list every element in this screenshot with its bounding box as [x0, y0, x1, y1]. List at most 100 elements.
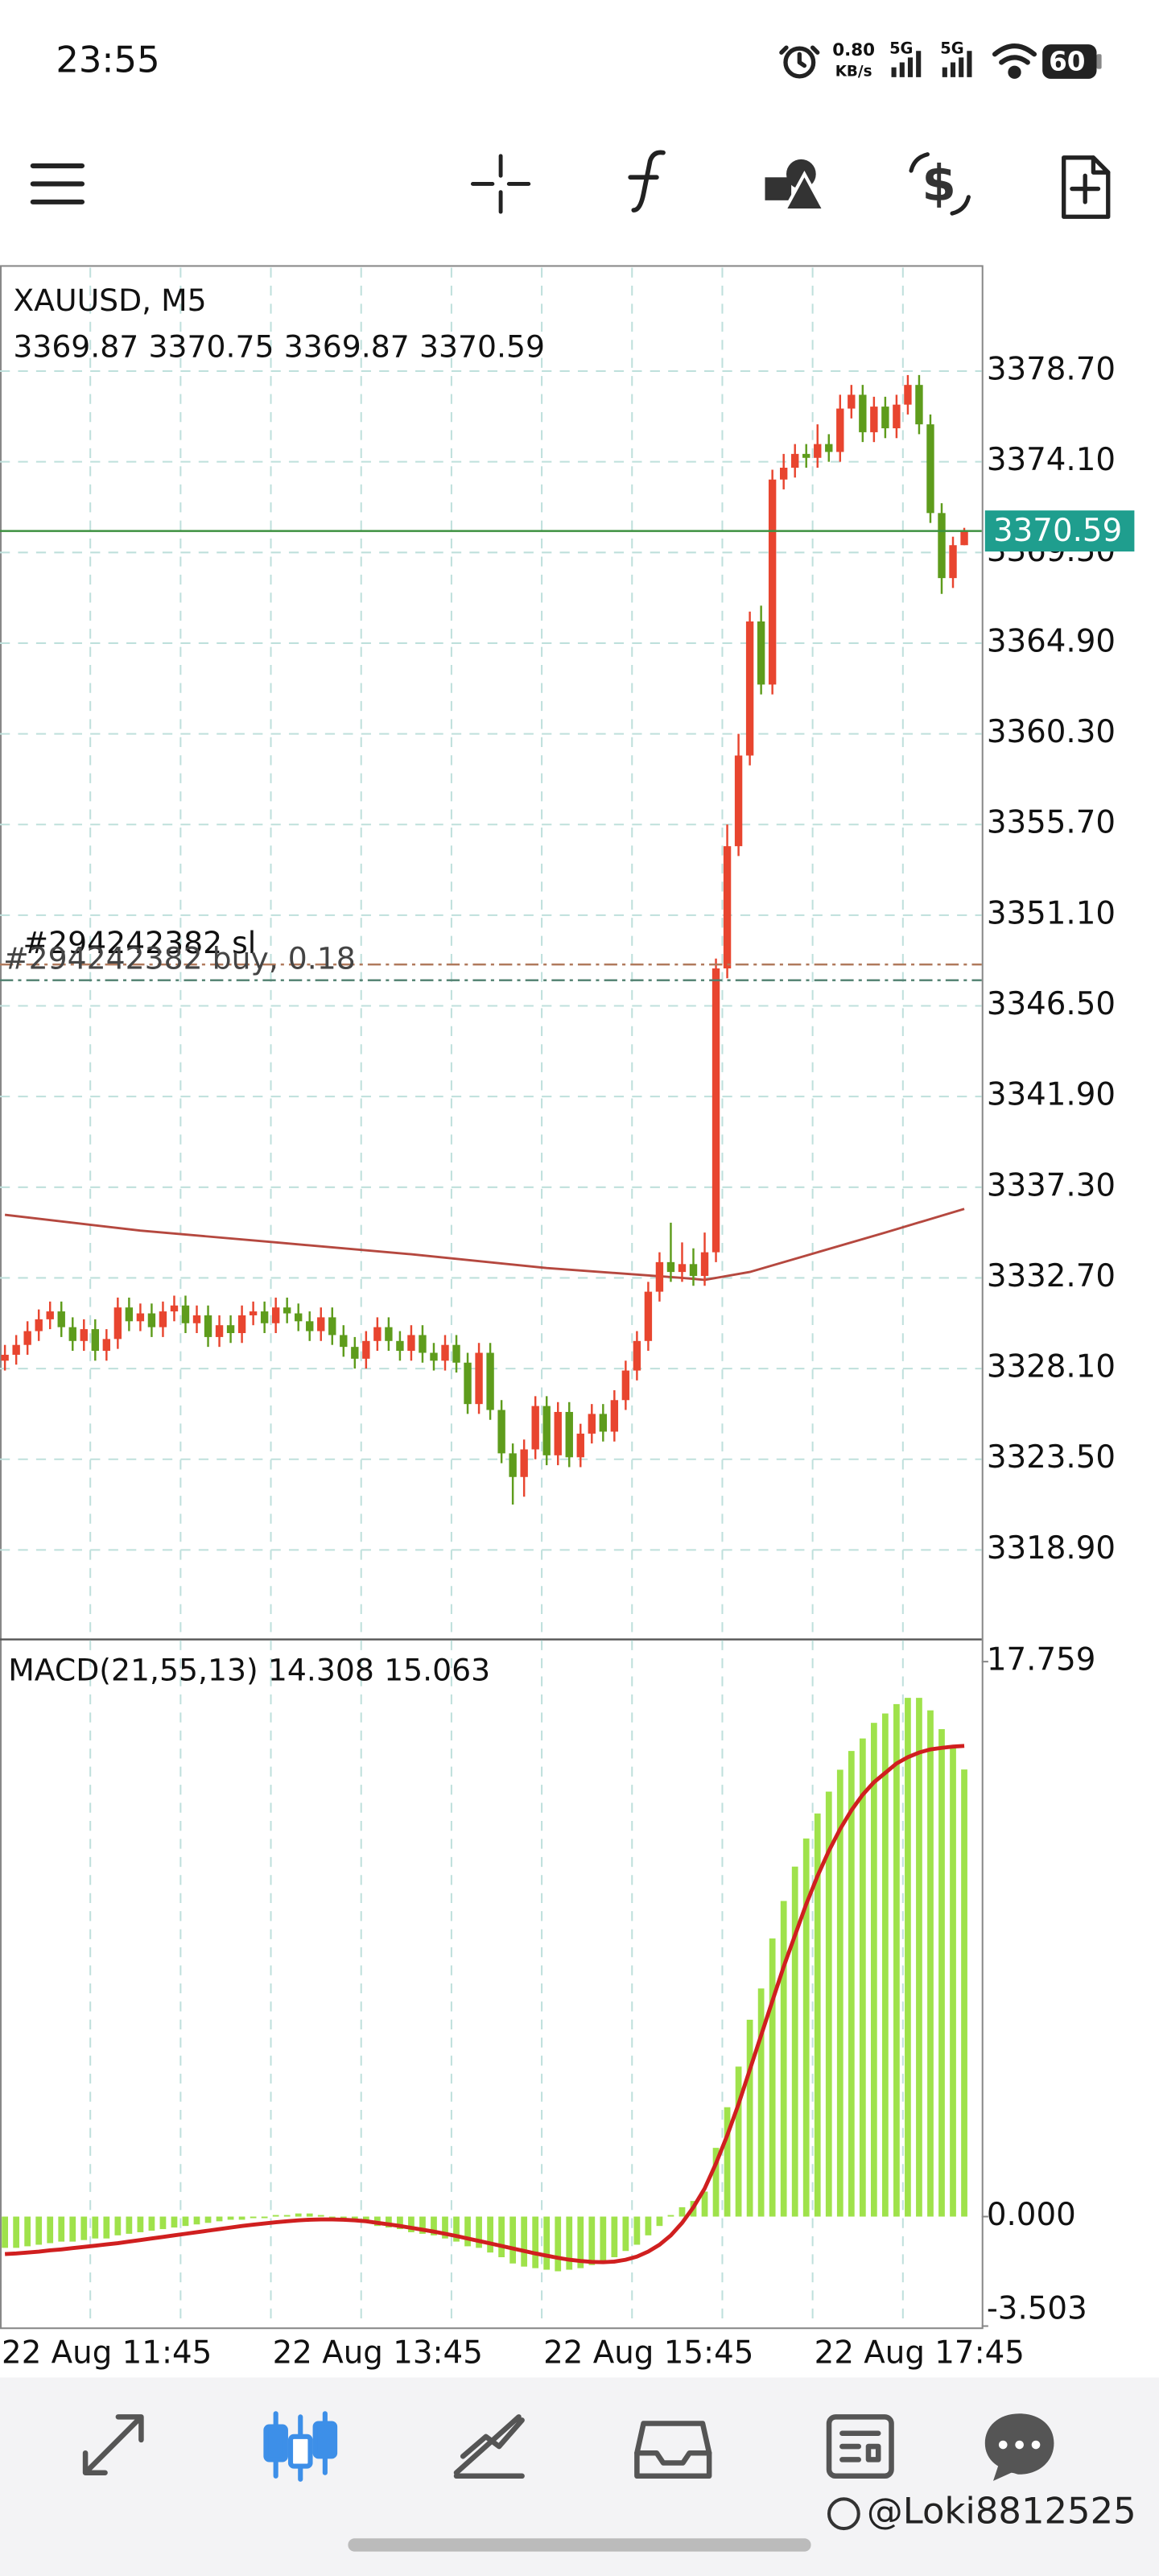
candle-body: [633, 1340, 641, 1371]
ohlc-value: 3369.87: [284, 328, 410, 364]
histogram-bar: [261, 2216, 268, 2219]
candle-body: [91, 1329, 99, 1352]
candle-body: [464, 1362, 472, 1405]
wifi-icon: [992, 43, 1037, 79]
macd-title: MACD(21,55,13): [8, 1652, 258, 1687]
candle-body: [904, 385, 912, 405]
histogram-bar: [757, 1988, 765, 2217]
crosshair-button[interactable]: [470, 154, 531, 214]
objects-button[interactable]: [765, 159, 827, 213]
candle-body: [306, 1321, 314, 1331]
candle-body: [35, 1319, 43, 1331]
candle-body: [848, 394, 856, 409]
histogram-bar: [961, 1769, 967, 2217]
histogram-bar: [58, 2216, 65, 2242]
candle-body: [588, 1414, 596, 1434]
histogram-bar: [69, 2216, 76, 2242]
histogram-bar: [238, 2216, 245, 2220]
watermark-text: @Loki8812525: [867, 2490, 1136, 2533]
candle-body: [734, 755, 743, 847]
histogram-bar: [148, 2216, 155, 2231]
histogram-bar: [80, 2216, 88, 2240]
histogram-bar: [916, 1698, 922, 2217]
candle-body: [836, 408, 844, 452]
x-tick-label: 22 Aug 11:45: [2, 2334, 212, 2371]
y-tick-label: 3374.10: [987, 442, 1116, 478]
histogram-bar: [47, 2216, 54, 2244]
trade-button[interactable]: $: [909, 152, 971, 216]
y-tick-label: 3346.50: [987, 986, 1116, 1022]
quotes-tab[interactable]: [82, 2414, 144, 2475]
histogram-bar: [386, 2216, 392, 2228]
histogram-bar: [13, 2216, 20, 2248]
histogram-bar: [453, 2216, 460, 2242]
history-tab[interactable]: [634, 2421, 712, 2479]
candle-body: [295, 1313, 303, 1322]
candle-body: [192, 1315, 201, 1323]
new-order-button[interactable]: [1062, 155, 1111, 219]
histogram-bar: [442, 2216, 448, 2239]
price-label: 3370.59: [993, 513, 1122, 549]
histogram-bar: [780, 1901, 787, 2217]
signal-line: [4, 1744, 965, 2264]
histogram-bar: [103, 2216, 110, 2239]
histogram-bar: [92, 2216, 99, 2239]
alarm-icon: [779, 45, 820, 79]
signal-icon: [942, 51, 972, 77]
chat-tab[interactable]: [984, 2413, 1054, 2481]
histogram-bar: [126, 2216, 133, 2234]
histogram-bar: [137, 2216, 144, 2232]
histogram-bar: [791, 1866, 798, 2217]
indicators-button[interactable]: [628, 150, 666, 213]
candle-body: [825, 444, 833, 452]
macd-value: 14.308: [268, 1652, 374, 1687]
histogram-bar: [216, 2216, 223, 2222]
menu-button[interactable]: [30, 163, 85, 204]
histogram-bar: [905, 1698, 911, 2217]
order-label: #294242382 sl: [23, 925, 257, 960]
y-tick-label: 3332.70: [987, 1258, 1116, 1294]
trade-tab[interactable]: [453, 2414, 525, 2479]
histogram-bar: [182, 2216, 189, 2227]
candle-body: [768, 479, 777, 685]
news-tab[interactable]: [826, 2414, 894, 2479]
y-tick-label: 0.000: [987, 2197, 1076, 2233]
histogram-bar: [2, 2216, 8, 2248]
candle-body: [814, 444, 822, 458]
histogram-bar: [633, 2216, 641, 2245]
y-tick-label: 3323.50: [987, 1439, 1116, 1476]
histogram-bar: [859, 1738, 866, 2217]
sim-label: 5G: [889, 39, 913, 58]
histogram-bar: [397, 2216, 403, 2230]
candle-body: [215, 1325, 224, 1337]
home-indicator: [348, 2538, 811, 2552]
candle-body: [226, 1325, 235, 1334]
candle-body: [170, 1305, 179, 1312]
watermark: @Loki8812525: [827, 2490, 1136, 2533]
candle-body: [700, 1252, 709, 1276]
candle-body: [960, 530, 968, 546]
ohlc-value: 3370.59: [419, 328, 545, 364]
candle-body: [915, 385, 923, 425]
histogram-bar: [431, 2216, 437, 2235]
status-bar: 23:55 0.80 KB/s 5G 5G 60: [56, 39, 1102, 81]
candle-body: [554, 1411, 562, 1455]
candle-body: [441, 1344, 449, 1361]
chart-tab[interactable]: [263, 2411, 338, 2482]
candle-body: [328, 1317, 336, 1335]
candle-body: [678, 1264, 687, 1273]
y-tick-label: 3378.70: [987, 352, 1116, 388]
y-tick-label: 3328.10: [987, 1349, 1116, 1385]
candle-body: [802, 453, 810, 458]
marks-layer: [0, 374, 982, 2272]
candle-body: [859, 394, 867, 432]
candle-body: [1, 1354, 9, 1361]
histogram-bar: [645, 2216, 652, 2235]
y-tick-label: 3360.30: [987, 714, 1116, 750]
candle-body: [317, 1317, 325, 1331]
candle-body: [452, 1344, 460, 1363]
moving-average: [4, 1208, 965, 1282]
histogram-bar: [476, 2216, 482, 2248]
ohlc-readout: 3369.87 3370.75 3369.87 3370.59: [13, 328, 545, 364]
